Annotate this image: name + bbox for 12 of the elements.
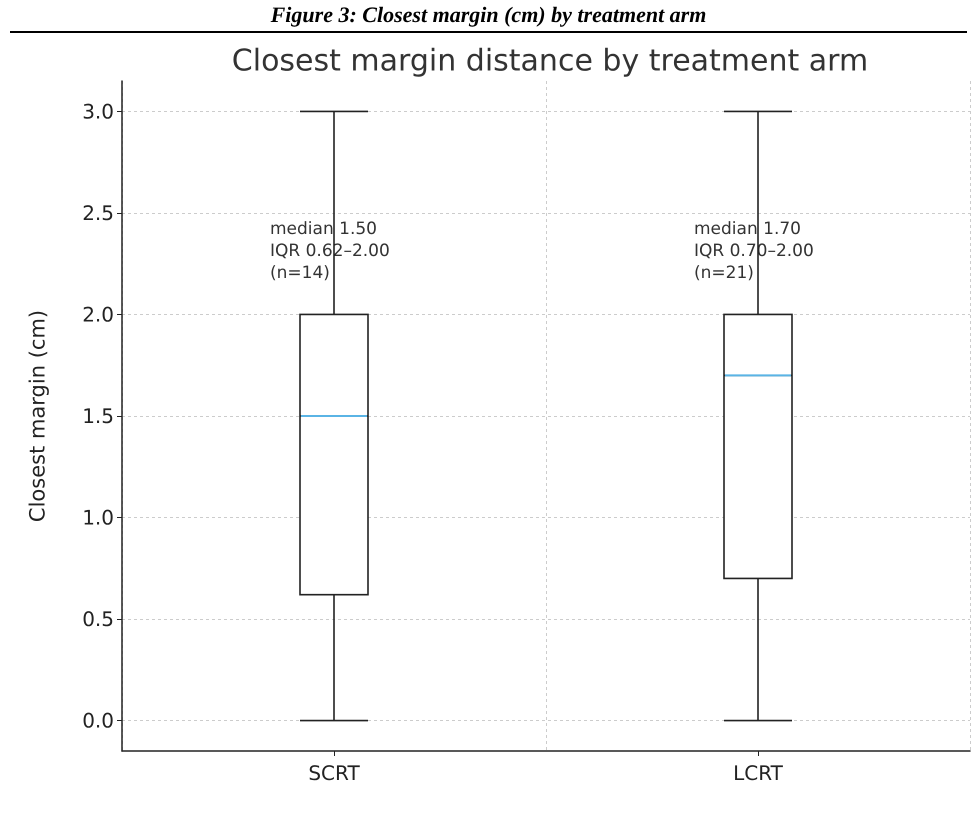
y-tick-label: 2.0 — [82, 302, 114, 326]
chart-title: Closest margin distance by treatment arm — [232, 44, 868, 78]
y-tick-label: 0.5 — [82, 607, 114, 632]
x-tick-label: LCRT — [733, 761, 784, 785]
y-tick-label: 3.0 — [82, 99, 114, 124]
y-tick-label: 0.0 — [82, 708, 114, 733]
caption: Figure 3: Closest margin (cm) by treatment arm — [10, 0, 967, 33]
y-tick-label: 1.5 — [82, 404, 114, 428]
x-tick-label: SCRT — [308, 761, 360, 785]
y-tick-label: 1.0 — [82, 506, 114, 530]
y-tick-label: 2.5 — [82, 200, 114, 225]
y-axis-title: Closest margin (cm) — [26, 310, 50, 522]
